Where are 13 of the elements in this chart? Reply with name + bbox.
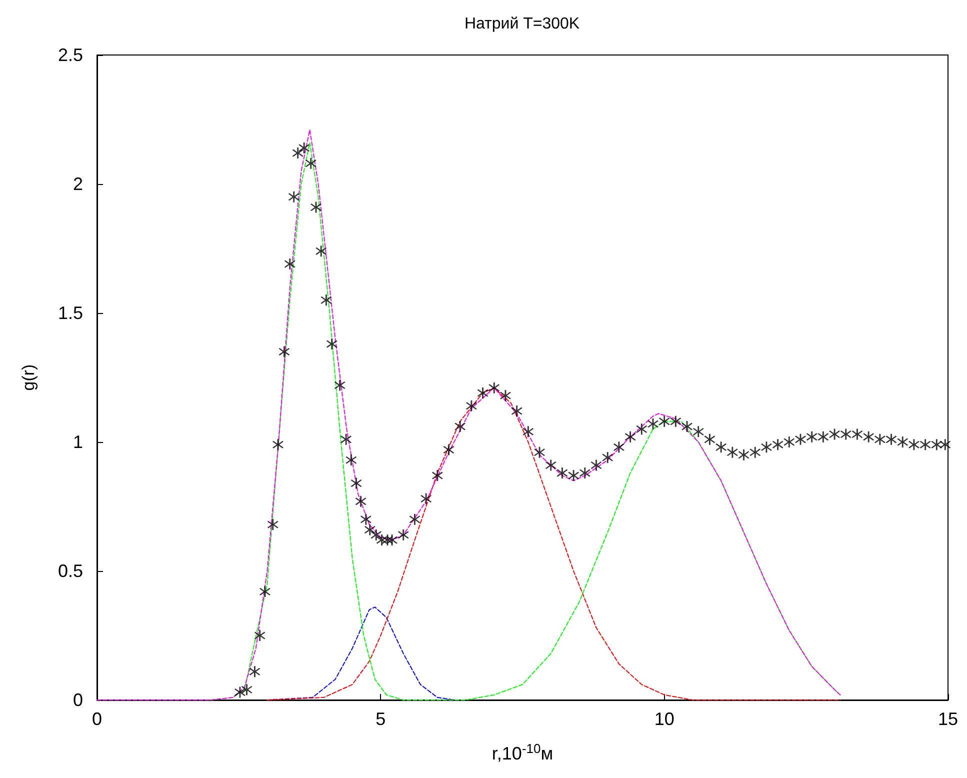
x-tick-label: 5	[376, 709, 386, 729]
x-tick-label: 15	[938, 709, 958, 729]
line-series	[96, 129, 841, 700]
x-tick-label: 0	[92, 709, 102, 729]
y-tick-label: 1.5	[58, 303, 83, 323]
y-tick-label: 2	[72, 174, 83, 194]
x-tick-label: 10	[654, 709, 674, 729]
y-tick-label: 1	[72, 432, 83, 452]
chart-title: Натрий T=300K	[464, 16, 580, 32]
y-axis-title: g(r)	[19, 364, 38, 391]
y-tick-label: 0	[72, 690, 83, 710]
y-tick-label: 0.5	[58, 561, 83, 581]
y-tick-label: 2.5	[58, 45, 83, 65]
